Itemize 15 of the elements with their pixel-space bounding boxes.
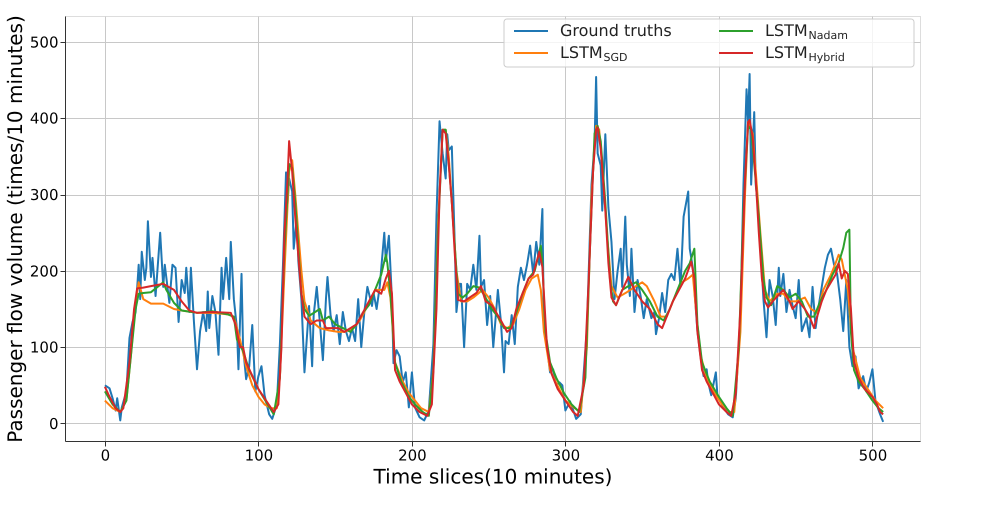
y-axis-title: Passenger flow volume (times/10 minutes) xyxy=(2,15,27,443)
x-tick-label: 100 xyxy=(244,446,274,464)
x-tick-label: 500 xyxy=(858,446,888,464)
y-tick-label: 300 xyxy=(30,186,58,204)
legend-label: Ground truths xyxy=(560,21,672,40)
x-tick-label: 400 xyxy=(705,446,734,464)
y-tick-label: 400 xyxy=(30,110,58,128)
y-tick-label: 0 xyxy=(48,414,58,433)
x-tick-label: 0 xyxy=(100,446,110,464)
y-tick-label: 500 xyxy=(30,33,58,52)
x-axis-title: Time slices(10 minutes) xyxy=(372,464,612,488)
x-tick-label: 200 xyxy=(398,446,427,464)
y-tick-label: 200 xyxy=(30,262,58,280)
y-tick-label: 100 xyxy=(30,338,58,357)
x-tick-label: 300 xyxy=(552,446,580,464)
